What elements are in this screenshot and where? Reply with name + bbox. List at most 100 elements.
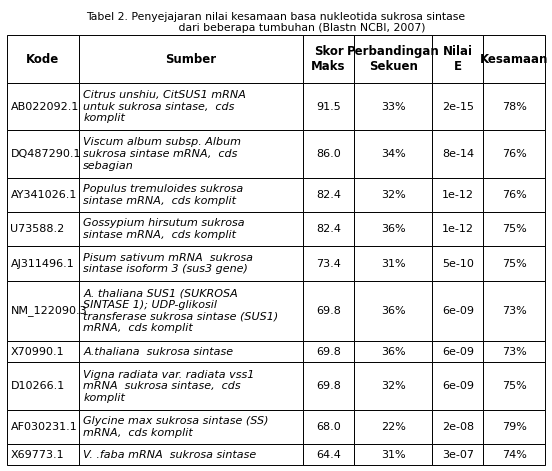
Bar bbox=[79, 281, 303, 341]
Text: Sumber: Sumber bbox=[166, 53, 217, 65]
Text: 36%: 36% bbox=[381, 224, 406, 234]
Text: 82.4: 82.4 bbox=[316, 190, 341, 200]
Text: V. .faba mRNA  sukrosa sintase: V. .faba mRNA sukrosa sintase bbox=[83, 450, 257, 460]
Text: AY341026.1: AY341026.1 bbox=[10, 190, 77, 200]
Bar bbox=[432, 35, 484, 83]
Bar bbox=[7, 246, 79, 281]
Bar bbox=[79, 410, 303, 444]
Text: Pisum sativum mRNA  sukrosa
sintase isoform 3 (sus3 gene): Pisum sativum mRNA sukrosa sintase isofo… bbox=[83, 253, 253, 274]
Text: X69773.1: X69773.1 bbox=[10, 450, 64, 460]
Text: Citrus unshiu, CitSUS1 mRNA
untuk sukrosa sintase,  cds
komplit: Citrus unshiu, CitSUS1 mRNA untuk sukros… bbox=[83, 90, 246, 123]
Text: AF030231.1: AF030231.1 bbox=[10, 422, 77, 432]
Bar bbox=[354, 212, 432, 246]
Text: 1e-12: 1e-12 bbox=[442, 224, 474, 234]
Text: 73%: 73% bbox=[502, 347, 527, 357]
Bar bbox=[303, 35, 354, 83]
Bar bbox=[303, 130, 354, 178]
Bar bbox=[303, 212, 354, 246]
Text: 36%: 36% bbox=[381, 306, 406, 316]
Text: DQ487290.1: DQ487290.1 bbox=[10, 149, 81, 159]
Text: Kode: Kode bbox=[26, 53, 60, 65]
Bar bbox=[303, 444, 354, 465]
Bar bbox=[484, 246, 545, 281]
Bar bbox=[432, 410, 484, 444]
Text: A.thaliana  sukrosa sintase: A.thaliana sukrosa sintase bbox=[83, 347, 233, 357]
Text: 76%: 76% bbox=[502, 149, 527, 159]
Bar bbox=[484, 83, 545, 130]
Text: 31%: 31% bbox=[381, 259, 406, 268]
Text: 2e-15: 2e-15 bbox=[442, 102, 474, 112]
Text: 32%: 32% bbox=[381, 190, 406, 200]
Bar bbox=[303, 83, 354, 130]
Text: 69.8: 69.8 bbox=[316, 347, 341, 357]
Text: 5e-10: 5e-10 bbox=[442, 259, 474, 268]
Text: 34%: 34% bbox=[381, 149, 406, 159]
Text: 69.8: 69.8 bbox=[316, 306, 341, 316]
Text: 73.4: 73.4 bbox=[316, 259, 341, 268]
Bar bbox=[7, 130, 79, 178]
Bar bbox=[79, 35, 303, 83]
Text: AJ311496.1: AJ311496.1 bbox=[10, 259, 74, 268]
Text: 75%: 75% bbox=[502, 381, 527, 391]
Bar bbox=[7, 83, 79, 130]
Text: NM_122090.3: NM_122090.3 bbox=[10, 306, 87, 317]
Text: X70990.1: X70990.1 bbox=[10, 347, 64, 357]
Text: 86.0: 86.0 bbox=[316, 149, 341, 159]
Text: Viscum album subsp. Album
sukrosa sintase mRNA,  cds
sebagian: Viscum album subsp. Album sukrosa sintas… bbox=[83, 138, 241, 171]
Text: 36%: 36% bbox=[381, 347, 406, 357]
Text: 1e-12: 1e-12 bbox=[442, 190, 474, 200]
Bar bbox=[432, 444, 484, 465]
Text: Kesamaan: Kesamaan bbox=[480, 53, 549, 65]
Text: Vigna radiata var. radiata vss1
mRNA  sukrosa sintase,  cds
komplit: Vigna radiata var. radiata vss1 mRNA suk… bbox=[83, 370, 254, 403]
Text: A. thaliana SUS1 (SUKROSA
SINTASE 1); UDP-glikosil
transferase sukrosa sintase (: A. thaliana SUS1 (SUKROSA SINTASE 1); UD… bbox=[83, 289, 278, 333]
Bar bbox=[354, 83, 432, 130]
Text: 32%: 32% bbox=[381, 381, 406, 391]
Text: 91.5: 91.5 bbox=[316, 102, 341, 112]
Text: Populus tremuloides sukrosa
sintase mRNA,  cds komplit: Populus tremuloides sukrosa sintase mRNA… bbox=[83, 184, 243, 206]
Bar bbox=[79, 246, 303, 281]
Bar bbox=[354, 363, 432, 410]
Bar bbox=[484, 281, 545, 341]
Bar bbox=[484, 212, 545, 246]
Text: 82.4: 82.4 bbox=[316, 224, 341, 234]
Text: 64.4: 64.4 bbox=[316, 450, 341, 460]
Bar bbox=[432, 212, 484, 246]
Bar bbox=[432, 363, 484, 410]
Text: 33%: 33% bbox=[381, 102, 406, 112]
Bar bbox=[79, 341, 303, 363]
Text: 76%: 76% bbox=[502, 190, 527, 200]
Text: U73588.2: U73588.2 bbox=[10, 224, 65, 234]
Text: Tabel 2. Penyejajaran nilai kesamaan basa nukleotida sukrosa sintase
           : Tabel 2. Penyejajaran nilai kesamaan bas… bbox=[87, 12, 465, 33]
Bar bbox=[7, 212, 79, 246]
Bar bbox=[7, 178, 79, 212]
Bar bbox=[79, 444, 303, 465]
Text: Perbandingan
Sekuen: Perbandingan Sekuen bbox=[347, 45, 439, 73]
Text: AB022092.1: AB022092.1 bbox=[10, 102, 79, 112]
Text: 75%: 75% bbox=[502, 259, 527, 268]
Text: 73%: 73% bbox=[502, 306, 527, 316]
Bar bbox=[79, 130, 303, 178]
Bar bbox=[354, 281, 432, 341]
Text: 6e-09: 6e-09 bbox=[442, 347, 474, 357]
Text: 6e-09: 6e-09 bbox=[442, 306, 474, 316]
Text: 68.0: 68.0 bbox=[316, 422, 341, 432]
Text: 2e-08: 2e-08 bbox=[442, 422, 474, 432]
Bar bbox=[432, 130, 484, 178]
Bar bbox=[354, 35, 432, 83]
Text: 3e-07: 3e-07 bbox=[442, 450, 474, 460]
Text: 78%: 78% bbox=[502, 102, 527, 112]
Bar bbox=[484, 130, 545, 178]
Bar bbox=[432, 178, 484, 212]
Text: Skor
Maks: Skor Maks bbox=[311, 45, 346, 73]
Bar bbox=[79, 83, 303, 130]
Bar bbox=[7, 341, 79, 363]
Bar bbox=[484, 178, 545, 212]
Bar bbox=[354, 341, 432, 363]
Text: 6e-09: 6e-09 bbox=[442, 381, 474, 391]
Bar bbox=[354, 410, 432, 444]
Bar bbox=[303, 341, 354, 363]
Bar bbox=[7, 35, 79, 83]
Bar bbox=[484, 444, 545, 465]
Text: Glycine max sukrosa sintase (SS)
mRNA,  cds komplit: Glycine max sukrosa sintase (SS) mRNA, c… bbox=[83, 416, 269, 438]
Bar bbox=[484, 341, 545, 363]
